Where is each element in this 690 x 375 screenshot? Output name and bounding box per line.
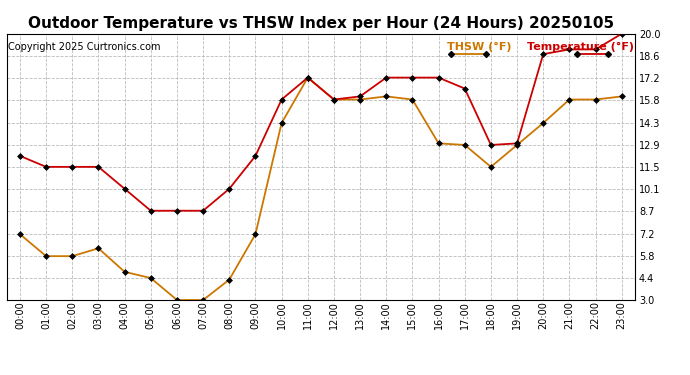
Text: Temperature (°F): Temperature (°F) xyxy=(526,42,633,52)
Title: Outdoor Temperature vs THSW Index per Hour (24 Hours) 20250105: Outdoor Temperature vs THSW Index per Ho… xyxy=(28,16,614,31)
Text: THSW (°F): THSW (°F) xyxy=(446,42,511,52)
Text: Copyright 2025 Curtronics.com: Copyright 2025 Curtronics.com xyxy=(8,42,161,52)
